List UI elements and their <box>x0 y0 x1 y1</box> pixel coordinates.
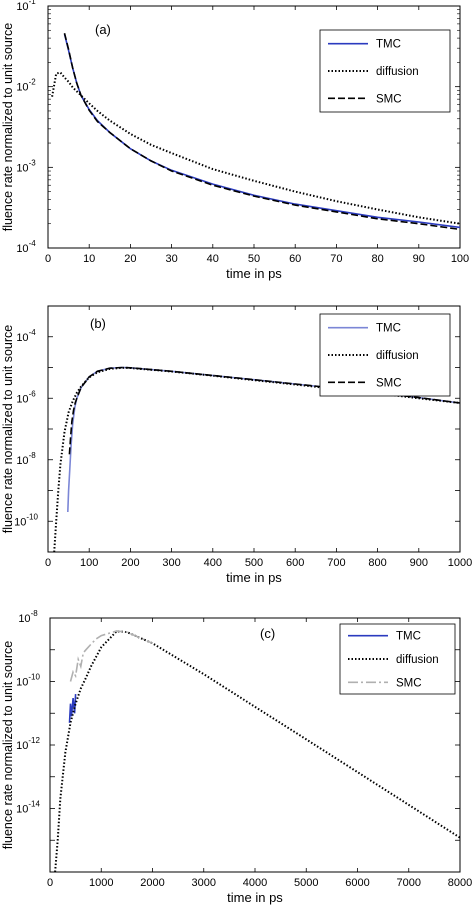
x-tick-label: 40 <box>207 253 219 265</box>
x-tick-label: 200 <box>121 557 139 569</box>
chart-panel-2: 0 100 200 300 400 500 600 700 800 900 1000 10-10 10-… <box>1 305 472 585</box>
legend: TMC diffusion SMC <box>319 29 451 113</box>
y-tick-label: 10-4 <box>16 328 36 344</box>
y-tick-label: 10-2 <box>16 78 36 94</box>
y-tick-label: 10-6 <box>16 389 36 405</box>
series-line-smc <box>63 33 460 231</box>
legend-label-smc: SMC <box>376 93 402 105</box>
x-tick-label: 800 <box>368 557 386 569</box>
x-tick-label: 1000 <box>448 557 472 569</box>
panel-label: (c) <box>260 626 275 641</box>
x-tick-label: 60 <box>289 253 301 265</box>
x-tick-label: 6000 <box>345 877 369 889</box>
x-tick-label: 2000 <box>140 877 164 889</box>
legend-label-diffusion: diffusion <box>376 350 419 362</box>
x-tick-label: 8000 <box>448 877 472 889</box>
x-tick-label: 0 <box>45 253 51 265</box>
x-tick-label: 100 <box>451 253 469 265</box>
x-tick-label: 80 <box>371 253 383 265</box>
x-tick-label: 0 <box>45 557 51 569</box>
panel-label: (b) <box>90 316 106 331</box>
y-tick-label: 10-8 <box>18 609 38 625</box>
legend: TMC diffusion SMC <box>319 313 451 397</box>
x-tick-label: 3000 <box>192 877 216 889</box>
y-tick-label: 10-3 <box>16 158 36 174</box>
legend: TMC diffusion SMC <box>339 623 456 695</box>
legend-label-smc: SMC <box>376 377 402 389</box>
legend-label-tmc: TMC <box>376 323 401 335</box>
panel-label: (a) <box>95 22 111 37</box>
x-tick-label: 5000 <box>294 877 318 889</box>
x-tick-label: 50 <box>248 253 260 265</box>
x-axis-label: time in ps <box>226 570 282 585</box>
y-tick-label: 10-1 <box>16 0 36 13</box>
chart-panel-1: 0 10 20 30 40 50 60 70 80 90 100 10-4 10-3 10-2 10-1 ti… <box>1 0 469 281</box>
x-tick-label: 700 <box>327 557 345 569</box>
x-tick-label: 20 <box>124 253 136 265</box>
y-axis-label: fluence rate normalized to unit source <box>1 23 15 231</box>
x-axis-label: time in ps <box>226 266 282 281</box>
legend-label-smc: SMC <box>396 677 422 689</box>
x-tick-label: 400 <box>204 557 222 569</box>
legend-label-diffusion: diffusion <box>376 66 419 78</box>
x-tick-label: 4000 <box>243 877 267 889</box>
x-tick-label: 30 <box>165 253 177 265</box>
y-tick-label: 10-10 <box>14 512 38 528</box>
x-tick-label: 0 <box>47 877 53 889</box>
y-tick-label: 10-10 <box>16 673 40 689</box>
x-tick-label: 10 <box>83 253 95 265</box>
y-tick-label: 10-4 <box>16 239 36 255</box>
y-tick-label: 10-14 <box>16 800 40 816</box>
legend-label-tmc: TMC <box>376 39 401 51</box>
x-tick-label: 1000 <box>89 877 113 889</box>
series-line-diffusion <box>51 71 460 225</box>
series-line-tmc <box>68 694 77 723</box>
y-axis-label: fluence rate normalized to unit source <box>1 325 15 533</box>
legend-label-diffusion: diffusion <box>396 654 439 666</box>
chart-panel-3: 0 1000 2000 3000 4000 5000 6000 7000 8000 10-14 10… <box>1 609 472 905</box>
y-tick-label: 10-12 <box>16 736 40 752</box>
x-tick-label: 100 <box>80 557 98 569</box>
x-axis-label: time in ps <box>227 890 283 905</box>
series-line-smc <box>69 630 153 682</box>
x-tick-label: 900 <box>410 557 428 569</box>
x-tick-label: 90 <box>413 253 425 265</box>
x-tick-label: 500 <box>245 557 263 569</box>
x-tick-label: 300 <box>162 557 180 569</box>
y-tick-label: 10-8 <box>16 451 36 467</box>
x-tick-label: 600 <box>286 557 304 569</box>
y-axis-label: fluence rate normalized to unit source <box>1 641 15 849</box>
series-line-diffusion <box>54 630 460 872</box>
x-tick-label: 7000 <box>397 877 421 889</box>
legend-label-tmc: TMC <box>396 631 421 643</box>
x-tick-label: 70 <box>330 253 342 265</box>
